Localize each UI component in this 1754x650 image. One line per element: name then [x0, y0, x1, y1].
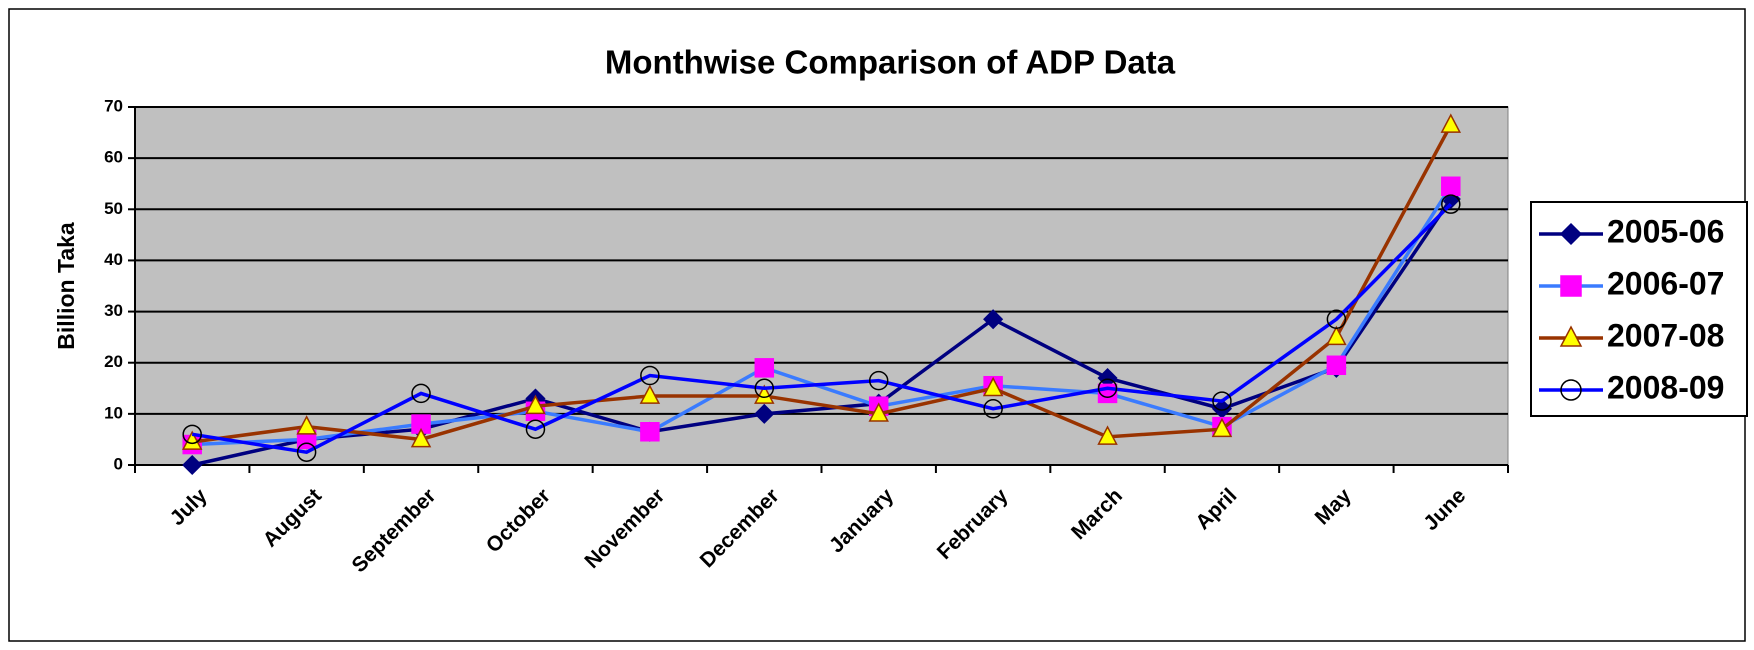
y-tick-label: 40	[104, 250, 123, 269]
y-tick-label: 60	[104, 148, 123, 167]
y-tick-label: 10	[104, 403, 123, 422]
y-tick-label: 0	[114, 454, 123, 473]
y-tick-label: 50	[104, 199, 123, 218]
marker	[1442, 177, 1460, 195]
legend-label: 2008-09	[1607, 369, 1724, 405]
legend-label: 2005-06	[1607, 213, 1724, 249]
marker	[641, 423, 659, 441]
marker	[755, 359, 773, 377]
legend-label: 2007-08	[1607, 317, 1724, 353]
chart: Monthwise Comparison of ADP Data Billion…	[0, 0, 1754, 650]
chart-title: Monthwise Comparison of ADP Data	[605, 44, 1176, 81]
y-tick-label: 70	[104, 96, 123, 115]
plot-area	[135, 107, 1508, 465]
y-tick-label: 30	[104, 301, 123, 320]
legend-marker	[1561, 276, 1581, 296]
y-axis-label: Billion Taka	[53, 222, 79, 350]
y-tick-label: 20	[104, 352, 123, 371]
legend-label: 2006-07	[1607, 265, 1724, 301]
marker	[1327, 356, 1345, 374]
